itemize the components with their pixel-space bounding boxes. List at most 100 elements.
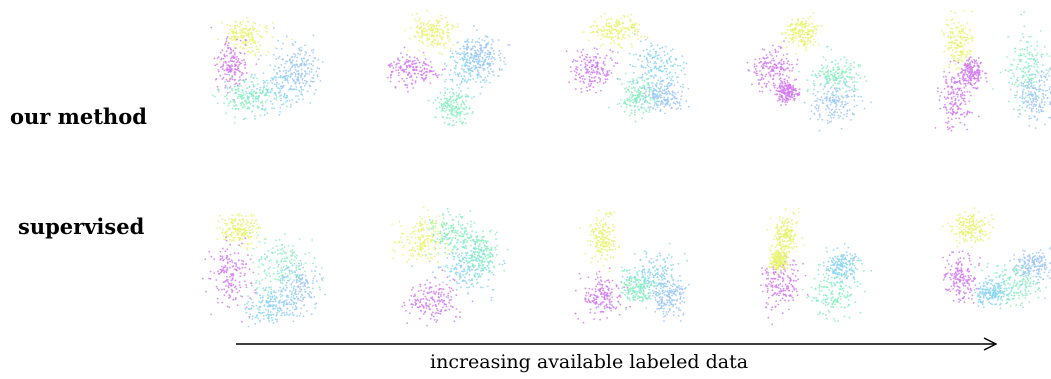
- embedding-point: [237, 215, 240, 217]
- embedding-point: [653, 101, 656, 104]
- embedding-point: [227, 258, 229, 261]
- embedding-point: [786, 53, 788, 55]
- embedding-point: [479, 53, 481, 56]
- embedding-point: [239, 272, 242, 274]
- embedding-point: [446, 21, 449, 24]
- embedding-point: [462, 45, 465, 47]
- embedding-point: [965, 64, 967, 67]
- embedding-point: [225, 239, 228, 242]
- embedding-point: [1035, 101, 1038, 103]
- embedding-point: [462, 121, 464, 124]
- embedding-point: [1027, 101, 1029, 104]
- embedding-point: [834, 82, 837, 84]
- embedding-point: [276, 307, 279, 310]
- embedding-point: [248, 317, 251, 319]
- embedding-point: [273, 297, 276, 300]
- embedding-point: [623, 99, 626, 102]
- embedding-point: [256, 223, 259, 226]
- embedding-point: [445, 117, 448, 119]
- embedding-point: [1033, 62, 1036, 65]
- embedding-point: [786, 62, 789, 65]
- embedding-point: [226, 54, 228, 57]
- embedding-point: [504, 63, 507, 66]
- embedding-point: [840, 101, 843, 104]
- embedding-point: [254, 22, 256, 25]
- embedding-point: [787, 93, 790, 95]
- embedding-point: [424, 58, 427, 60]
- embedding-point: [818, 129, 821, 132]
- embedding-point: [834, 93, 837, 96]
- embedding-point: [264, 272, 267, 275]
- embedding-point: [395, 66, 397, 69]
- embedding-point: [271, 36, 274, 38]
- embedding-point: [802, 17, 805, 20]
- embedding-point: [275, 83, 278, 86]
- embedding-point: [262, 89, 265, 91]
- embedding-point: [297, 72, 299, 75]
- embedding-point: [479, 60, 481, 63]
- embedding-point: [422, 28, 425, 30]
- embedding-point: [944, 44, 947, 47]
- embedding-point: [664, 68, 666, 70]
- embedding-point: [825, 99, 828, 102]
- embedding-point: [230, 234, 233, 237]
- embedding-point: [285, 252, 287, 255]
- embedding-point: [250, 73, 253, 76]
- embedding-point: [228, 61, 230, 63]
- embedding-point: [594, 66, 597, 68]
- embedding-point: [842, 105, 845, 108]
- embedding-point: [955, 93, 958, 95]
- embedding-point: [486, 36, 489, 38]
- embedding-point: [282, 287, 285, 290]
- embedding-point: [760, 65, 763, 67]
- embedding-point: [791, 19, 794, 21]
- embedding-point: [783, 78, 786, 81]
- embedding-point: [961, 45, 964, 48]
- embedding-point: [458, 108, 461, 110]
- embedding-point: [594, 62, 597, 64]
- embedding-point: [655, 101, 658, 103]
- embedding-point: [635, 102, 638, 104]
- embedding-point: [580, 60, 583, 63]
- embedding-point: [426, 37, 429, 40]
- embedding-point: [477, 50, 480, 53]
- embedding-point: [965, 39, 968, 42]
- embedding-point: [436, 34, 439, 37]
- embedding-point: [312, 34, 315, 37]
- embedding-point: [657, 67, 659, 70]
- embedding-point: [238, 90, 240, 93]
- embedding-point: [438, 34, 441, 37]
- embedding-point: [451, 80, 454, 83]
- embedding-point: [295, 88, 298, 91]
- embedding-point: [247, 34, 249, 37]
- embedding-point: [444, 80, 446, 83]
- embedding-point: [953, 111, 956, 114]
- embedding-point: [951, 112, 954, 115]
- embedding-point: [246, 234, 249, 237]
- embedding-point: [1032, 105, 1035, 108]
- embedding-point: [966, 36, 969, 39]
- embedding-point: [226, 44, 229, 47]
- embedding-point: [1011, 64, 1014, 66]
- embedding-point: [1030, 35, 1032, 38]
- embedding-point: [304, 262, 307, 264]
- embedding-point: [809, 41, 812, 44]
- embedding-point: [845, 103, 847, 106]
- embedding-point: [476, 60, 478, 63]
- embedding-point: [287, 81, 290, 84]
- embedding-point: [1023, 53, 1025, 56]
- embedding-point: [462, 69, 465, 71]
- embedding-point: [589, 61, 591, 64]
- embedding-point: [474, 80, 477, 83]
- embedding-point: [1037, 61, 1039, 64]
- embedding-point: [432, 40, 434, 42]
- embedding-point: [264, 108, 267, 110]
- embedding-point: [674, 93, 677, 95]
- embedding-point: [807, 88, 809, 91]
- embedding-point: [808, 23, 811, 26]
- embedding-point: [646, 78, 649, 81]
- embedding-point: [859, 77, 861, 80]
- embedding-point: [792, 88, 794, 91]
- embedding-point: [237, 108, 240, 110]
- embedding-point: [226, 254, 228, 257]
